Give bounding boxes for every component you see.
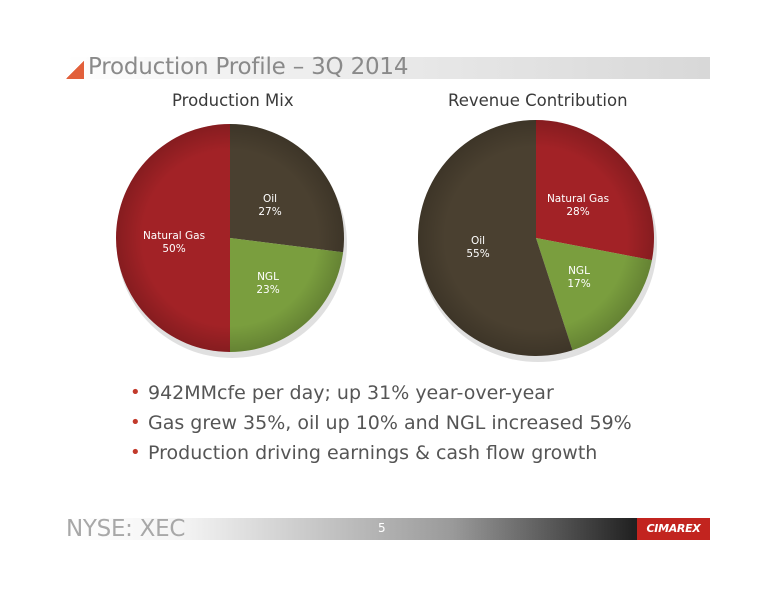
slice-value-label: 55% [466,248,489,260]
slice-value-label: 27% [258,206,281,218]
bullet-dot-icon: • [130,442,141,463]
slice-name-label: NGL [568,265,590,277]
slice-value-label: 17% [567,278,590,290]
bullet-text: Production driving earnings & cash flow … [148,442,598,464]
slice-name-label: NGL [257,271,279,283]
slice-value-label: 28% [566,206,589,218]
chart-title-production-mix: Production Mix [172,91,294,110]
slice-name-label: Natural Gas [547,193,609,205]
bullet-item: • Production driving earnings & cash flow… [130,438,632,468]
slice-value-label: 50% [162,243,185,255]
pie-shading [116,124,344,352]
title-bar [66,57,710,79]
slice-name-label: Oil [471,235,485,247]
title-accent-flag [66,57,84,79]
footer-bar [66,518,710,540]
bullet-text: Gas grew 35%, oil up 10% and NGL increas… [148,412,632,434]
bullet-dot-icon: • [130,382,141,403]
slice-value-label: 23% [256,284,279,296]
pie-shading [418,120,654,356]
bullet-item: • 942MMcfe per day; up 31% year-over-year [130,378,632,408]
chart-title-revenue-contribution: Revenue Contribution [448,91,628,110]
page-title: Production Profile – 3Q 2014 [88,54,409,80]
bullet-text: 942MMcfe per day; up 31% year-over-year [148,382,554,404]
slice-name-label: Natural Gas [143,230,205,242]
bullet-list: • 942MMcfe per day; up 31% year-over-year… [130,378,632,468]
bullet-item: • Gas grew 35%, oil up 10% and NGL increa… [130,408,632,438]
page-number: 5 [378,521,386,535]
bullet-dot-icon: • [130,412,141,433]
company-logo: CIMAREX [637,518,710,540]
slice-name-label: Oil [263,193,277,205]
footer-ticker: NYSE: XEC [66,516,186,542]
